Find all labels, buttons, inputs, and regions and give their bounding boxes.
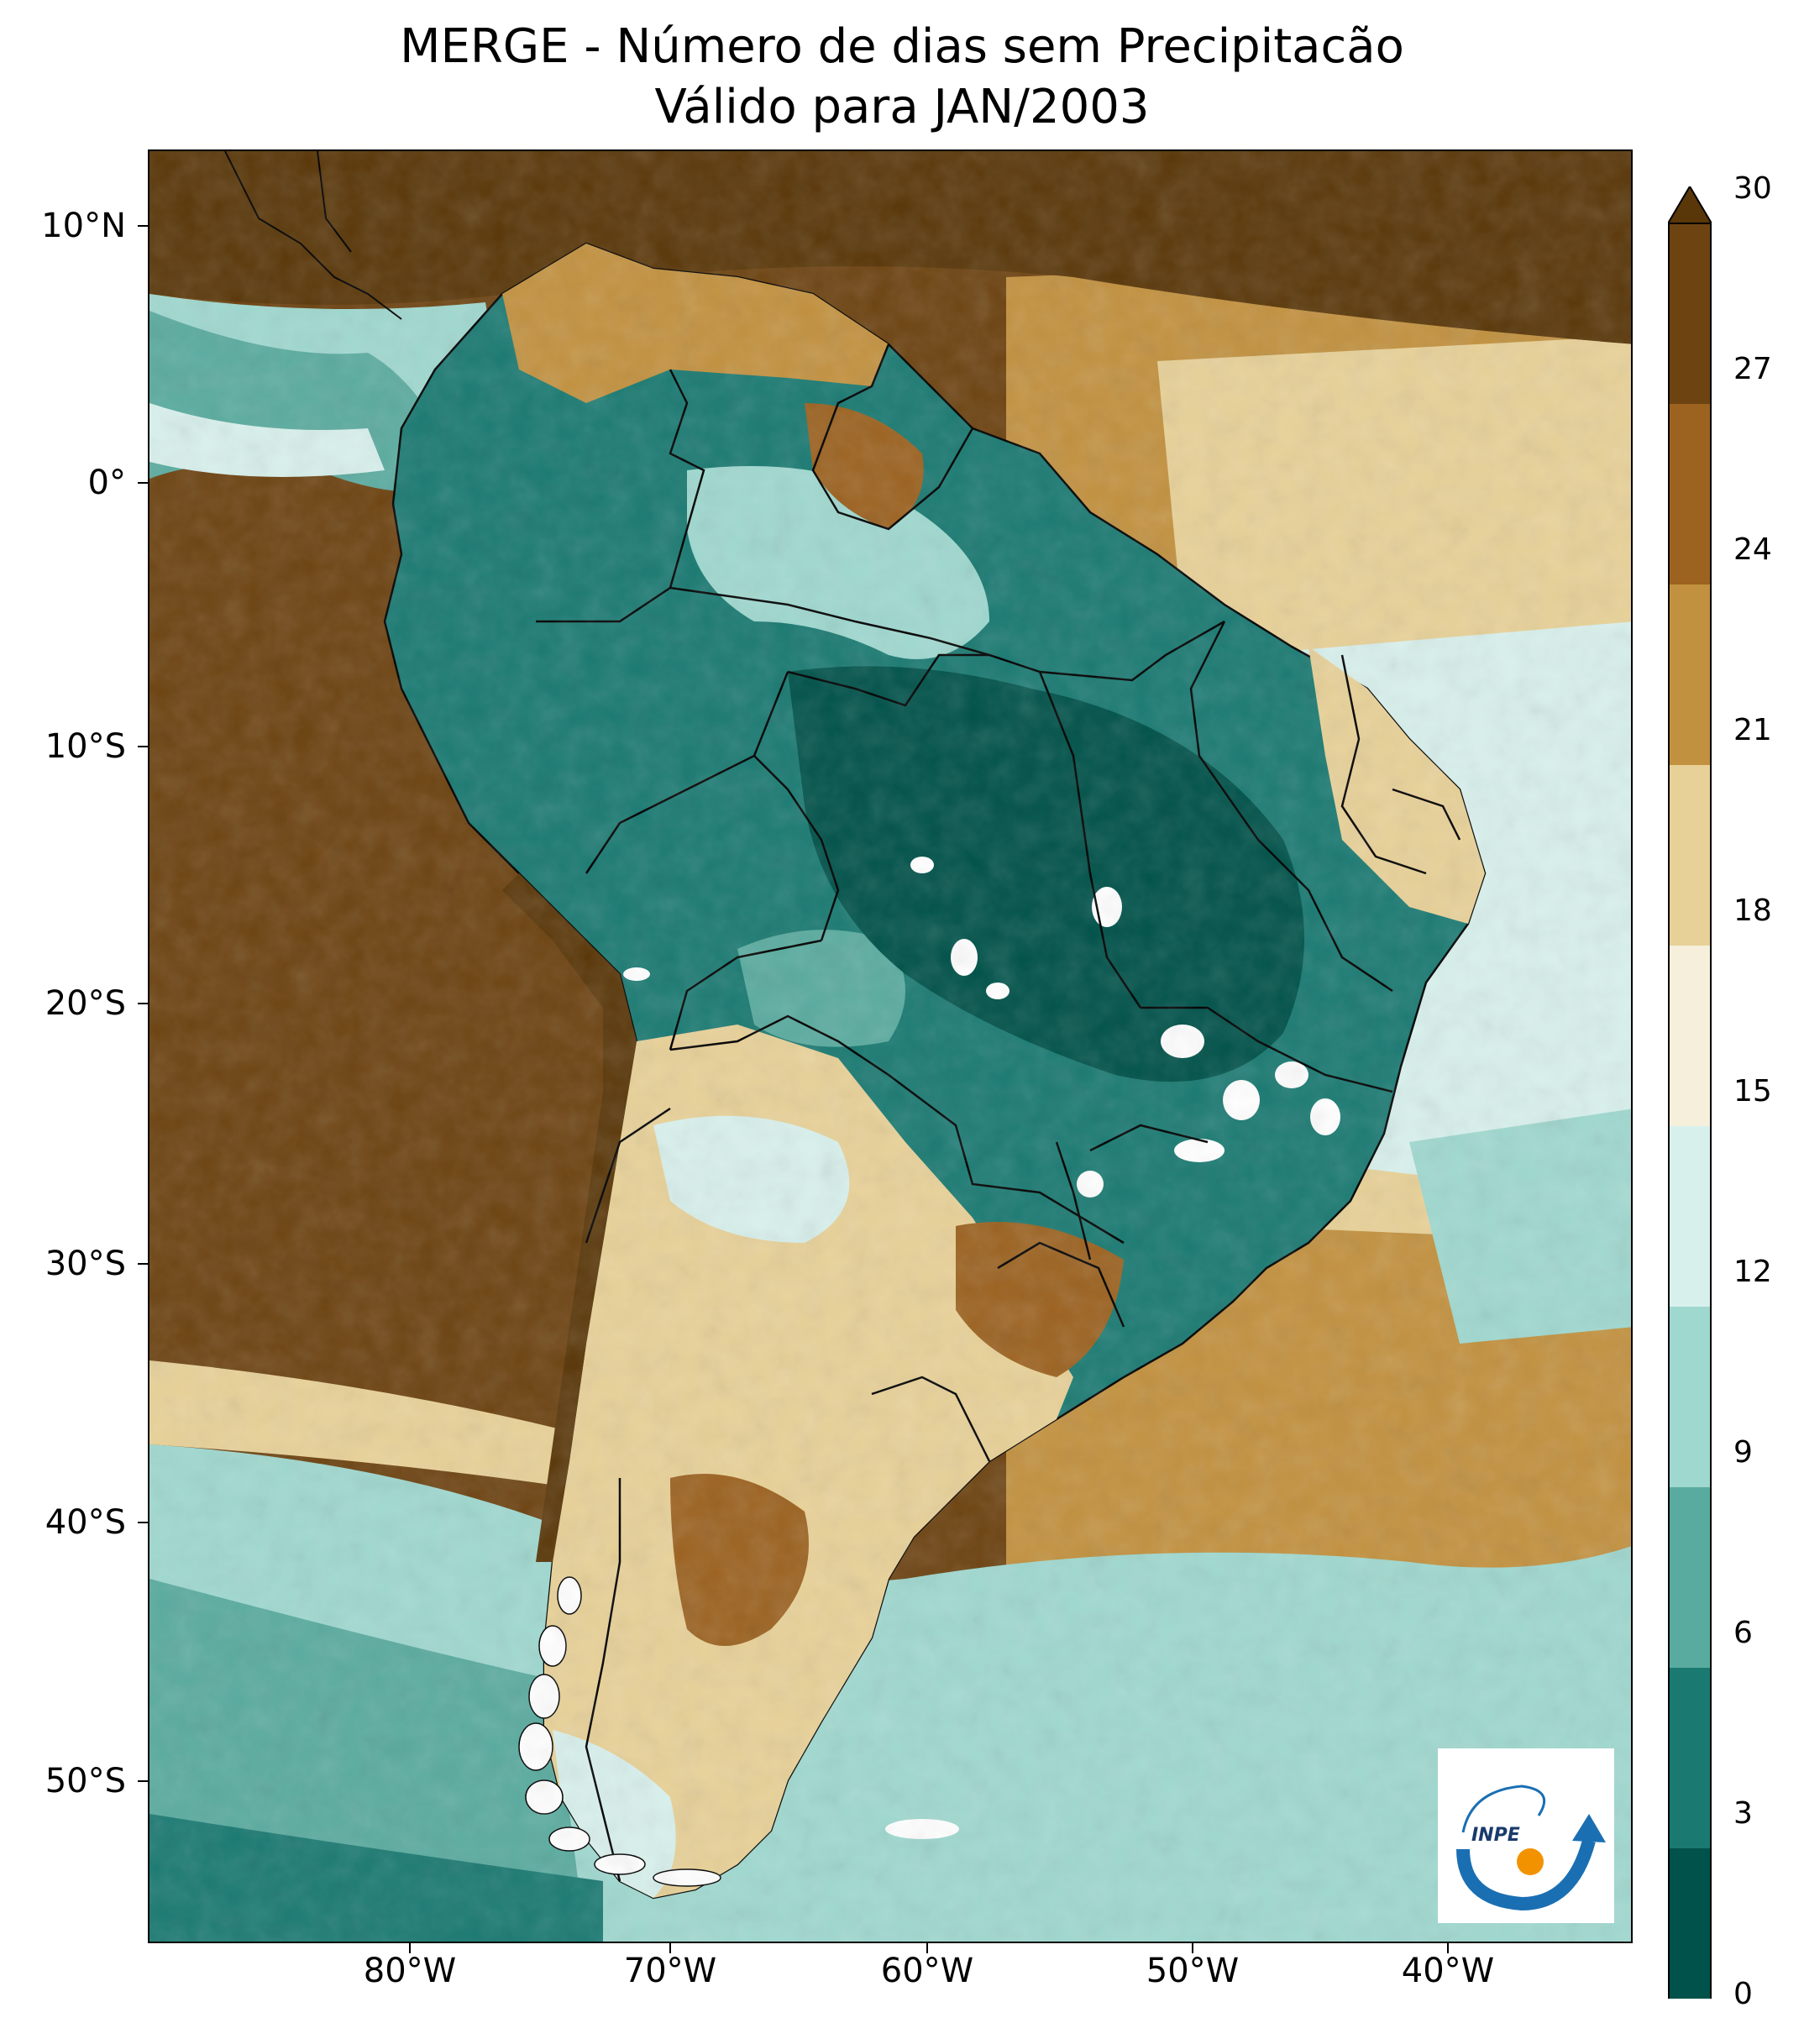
y-tick-mark bbox=[138, 1263, 148, 1265]
inpe-logo: INPE bbox=[1438, 1748, 1614, 1923]
x-tick-mark bbox=[1447, 1943, 1449, 1953]
x-tick-label: 50°W bbox=[1146, 1952, 1240, 1990]
colorbar-swatch bbox=[1668, 1126, 1712, 1307]
precipitation-map bbox=[149, 151, 1631, 1942]
x-tick-label: 40°W bbox=[1401, 1952, 1495, 1990]
y-tick-mark bbox=[138, 1780, 148, 1782]
inpe-logo-icon: INPE bbox=[1456, 1785, 1606, 1911]
y-tick-mark bbox=[138, 225, 148, 227]
y-tick-mark bbox=[138, 1003, 148, 1004]
colorbar-swatch bbox=[1668, 1487, 1712, 1668]
colorbar-label: 0 bbox=[1733, 1977, 1753, 2011]
colorbar bbox=[1666, 185, 1713, 2029]
map-plot-area bbox=[148, 149, 1633, 1943]
colorbar-label: 3 bbox=[1733, 1796, 1753, 1831]
colorbar-swatch bbox=[1668, 1668, 1712, 1848]
x-tick-mark bbox=[1192, 1943, 1193, 1953]
colorbar-label: 18 bbox=[1733, 894, 1772, 928]
colorbar-swatch bbox=[1668, 1848, 1712, 2029]
colorbar-label: 12 bbox=[1733, 1255, 1772, 1289]
y-tick-label: 20°S bbox=[45, 984, 126, 1023]
colorbar-swatch bbox=[1668, 1307, 1712, 1487]
map-title-line1: MERGE - Número de dias sem Precipitacão bbox=[400, 19, 1404, 74]
colorbar-label: 24 bbox=[1733, 532, 1772, 567]
colorbar-swatch bbox=[1668, 404, 1712, 584]
y-tick-mark bbox=[138, 746, 148, 747]
colorbar-swatch bbox=[1668, 765, 1712, 946]
texture-overlay bbox=[149, 151, 1631, 1942]
y-tick-mark bbox=[138, 1522, 148, 1523]
x-tick-label: 80°W bbox=[363, 1952, 457, 1990]
colorbar-label: 15 bbox=[1733, 1074, 1772, 1108]
colorbar-swatch bbox=[1668, 584, 1712, 765]
y-tick-label: 0° bbox=[87, 464, 126, 502]
x-tick-mark bbox=[669, 1943, 671, 1953]
colorbar-label: 6 bbox=[1733, 1616, 1753, 1650]
colorbar-swatch bbox=[1668, 946, 1712, 1126]
y-tick-mark bbox=[138, 482, 148, 484]
colorbar-label: 9 bbox=[1733, 1435, 1753, 1470]
y-tick-label: 30°S bbox=[45, 1245, 126, 1283]
map-title-line2: Válido para JAN/2003 bbox=[654, 80, 1150, 134]
colorbar-label: 21 bbox=[1733, 713, 1772, 747]
inpe-logo-text: INPE bbox=[1471, 1825, 1520, 1846]
colorbar-swatch bbox=[1668, 223, 1712, 404]
y-tick-label: 50°S bbox=[45, 1762, 126, 1800]
y-tick-label: 10°N bbox=[41, 207, 126, 245]
x-tick-label: 70°W bbox=[623, 1952, 717, 1990]
colorbar-extend-arrow bbox=[1666, 185, 1713, 224]
y-tick-label: 40°S bbox=[45, 1503, 126, 1542]
x-tick-mark bbox=[926, 1943, 928, 1953]
x-tick-label: 60°W bbox=[880, 1952, 974, 1990]
colorbar-label: 30 bbox=[1733, 171, 1772, 206]
x-tick-mark bbox=[409, 1943, 411, 1953]
colorbar-label: 27 bbox=[1733, 352, 1772, 386]
colorbar-swatches bbox=[1666, 185, 1713, 2029]
y-tick-label: 10°S bbox=[45, 727, 126, 766]
